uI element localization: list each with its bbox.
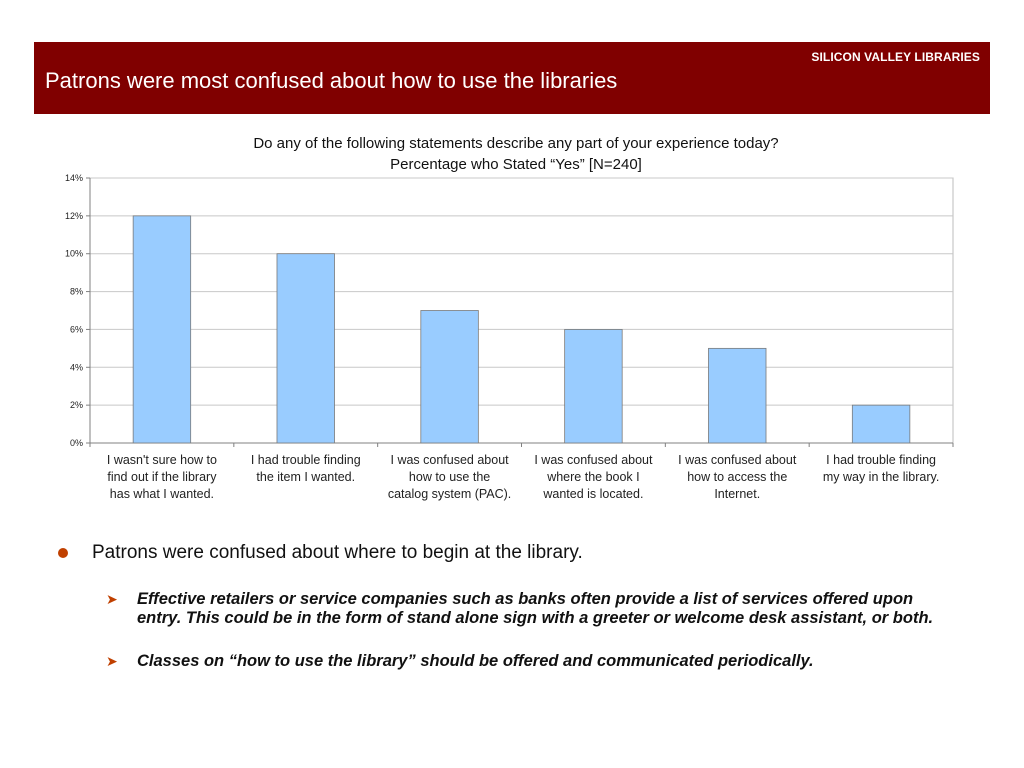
x-tick-label: how to access the [687,470,787,484]
y-tick-label: 4% [70,362,83,372]
y-tick-label: 6% [70,324,83,334]
x-tick-label: I had trouble finding [251,453,361,467]
x-tick-label: the item I wanted. [256,470,355,484]
arrow-bullet-icon: ➤ [106,653,118,669]
x-tick-label: where the book I [546,470,639,484]
bar [132,215,192,444]
x-tick-label: my way in the library. [823,470,939,484]
bar [851,404,911,444]
x-tick-label: how to use the [409,470,490,484]
chart-title: Do any of the following statements descr… [253,135,779,152]
y-tick-label: 8% [70,287,83,297]
brand-label: SILICON VALLEY LIBRARIES [811,50,980,64]
chart-subtitle: Percentage who Stated “Yes” [N=240] [390,156,642,173]
x-tick-label: I was confused about [678,453,797,467]
bar [708,347,767,444]
slide-header: SILICON VALLEY LIBRARIES Patrons were mo… [34,42,990,114]
x-tick-label: has what I wanted. [110,487,214,501]
sub-bullet-text: Classes on “how to use the library” shou… [137,652,814,670]
x-tick-label: I wasn't sure how to [107,453,217,467]
y-tick-label: 10% [65,249,83,259]
x-tick-label: wanted is located. [542,487,643,501]
bar [564,329,623,444]
y-tick-label: 14% [65,173,83,183]
y-tick-label: 2% [70,400,83,410]
bar [276,253,335,444]
x-tick-label: find out if the library [107,470,217,484]
slide-title: Patrons were most confused about how to … [45,68,618,93]
x-tick-label: catalog system (PAC). [388,487,511,501]
main-bullet-text: Patrons were confused about where to beg… [92,542,583,563]
y-tick-label: 12% [65,211,83,221]
x-tick-label: I was confused about [534,453,653,467]
bar [420,310,479,444]
x-tick-label: I was confused about [391,453,510,467]
x-tick-label: I had trouble finding [826,453,936,467]
arrow-bullet-icon: ➤ [106,591,118,607]
bar-chart: 0% 2% 4% 6% 8% 10% 12% 14% I wasn't sure how to f… [65,173,954,501]
bullet-dot-icon [58,548,68,558]
sub-bullet-text: Effective retailers or service companies… [137,590,934,627]
plot-area [89,177,954,444]
y-tick-label: 0% [70,438,83,448]
x-tick-label: Internet. [714,487,760,501]
